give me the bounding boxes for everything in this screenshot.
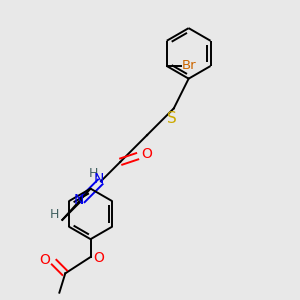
Text: H: H [89, 167, 98, 180]
Text: N: N [93, 172, 104, 186]
Text: O: O [94, 251, 104, 265]
Text: S: S [167, 111, 177, 126]
Text: N: N [74, 193, 84, 207]
Text: H: H [49, 208, 59, 221]
Text: O: O [141, 148, 152, 161]
Text: Br: Br [182, 59, 197, 72]
Text: O: O [39, 253, 50, 267]
